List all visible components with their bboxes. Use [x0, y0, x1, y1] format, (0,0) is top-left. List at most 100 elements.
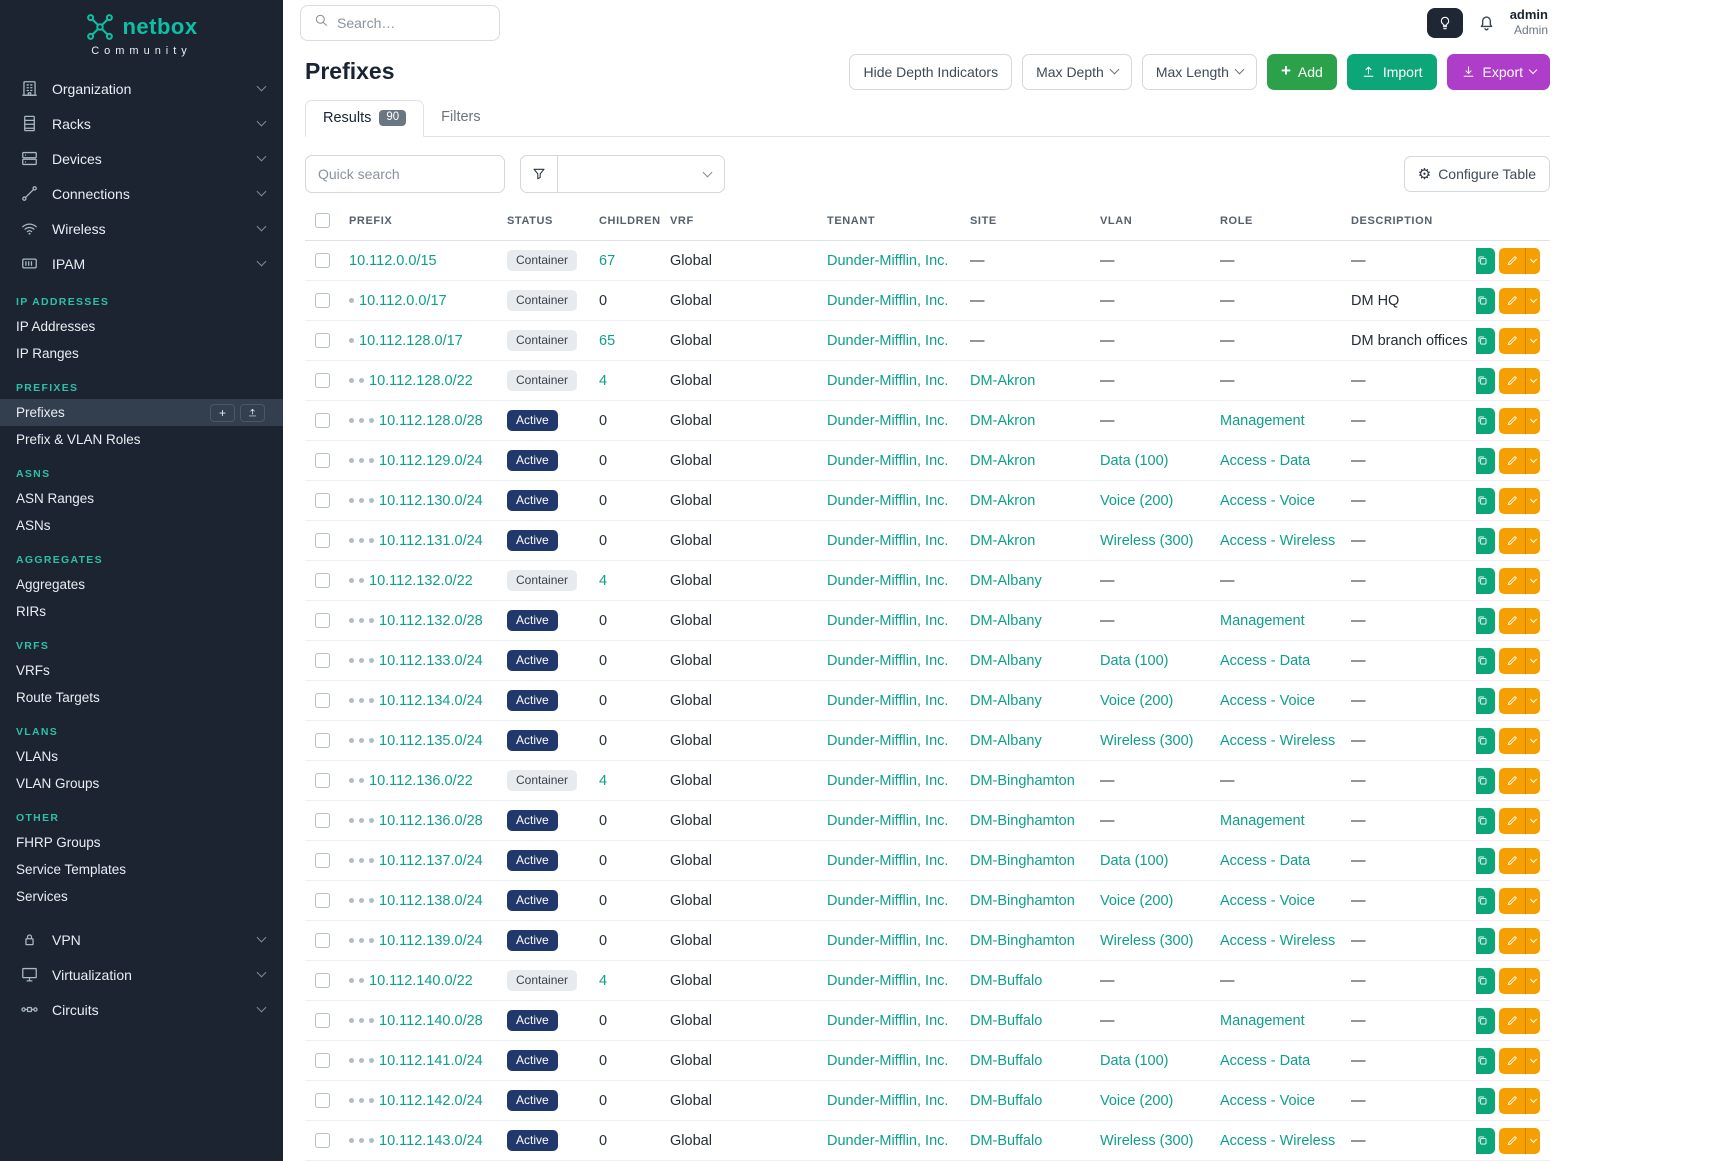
site-link[interactable]: DM-Binghamton	[970, 812, 1075, 829]
tenant-link[interactable]: Dunder-Mifflin, Inc.	[827, 772, 949, 789]
edit-button[interactable]	[1499, 807, 1525, 834]
children-link[interactable]: 65	[599, 332, 616, 349]
tenant-link[interactable]: Dunder-Mifflin, Inc.	[827, 652, 949, 669]
row-checkbox[interactable]	[315, 493, 330, 509]
clone-button[interactable]	[1476, 647, 1495, 674]
site-link[interactable]: DM-Buffalo	[970, 1092, 1043, 1109]
edit-dropdown-toggle[interactable]	[1525, 767, 1540, 794]
row-checkbox[interactable]	[315, 453, 330, 469]
vlan-link[interactable]: Voice (200)	[1100, 492, 1174, 509]
edit-dropdown-toggle[interactable]	[1525, 1087, 1540, 1114]
row-checkbox[interactable]	[315, 1053, 330, 1069]
global-search[interactable]	[300, 4, 500, 41]
prefix-link[interactable]: 10.112.134.0/24	[379, 692, 483, 709]
sidebar-group-virtualization[interactable]: Virtualization	[0, 957, 283, 992]
prefix-link[interactable]: 10.112.142.0/24	[379, 1092, 483, 1109]
site-link[interactable]: DM-Akron	[970, 412, 1036, 429]
clone-button[interactable]	[1476, 567, 1495, 594]
row-checkbox[interactable]	[315, 1093, 330, 1109]
sidebar-group-ipam[interactable]: IPAM	[0, 246, 283, 281]
quick-search-input[interactable]	[305, 155, 505, 193]
prefix-link[interactable]: 10.112.139.0/24	[379, 932, 483, 949]
clone-button[interactable]	[1476, 727, 1495, 754]
site-link[interactable]: DM-Albany	[970, 732, 1042, 749]
edit-button[interactable]	[1499, 927, 1525, 954]
edit-button[interactable]	[1499, 447, 1525, 474]
prefix-link[interactable]: 10.112.143.0/24	[379, 1132, 483, 1149]
role-link[interactable]: Access - Wireless	[1220, 532, 1336, 549]
row-checkbox[interactable]	[315, 693, 330, 709]
row-checkbox[interactable]	[315, 1133, 330, 1149]
tenant-link[interactable]: Dunder-Mifflin, Inc.	[827, 252, 949, 269]
prefix-link[interactable]: 10.112.138.0/24	[379, 892, 483, 909]
tenant-link[interactable]: Dunder-Mifflin, Inc.	[827, 1012, 949, 1029]
clone-button[interactable]	[1476, 1007, 1495, 1034]
edit-dropdown-toggle[interactable]	[1525, 687, 1540, 714]
clone-button[interactable]	[1476, 847, 1495, 874]
sidebar-item-ip-ranges[interactable]: IP Ranges	[0, 340, 283, 367]
edit-dropdown-toggle[interactable]	[1525, 247, 1540, 274]
tenant-link[interactable]: Dunder-Mifflin, Inc.	[827, 572, 949, 589]
select-all-checkbox[interactable]	[315, 213, 330, 228]
row-checkbox[interactable]	[315, 613, 330, 629]
clone-button[interactable]	[1476, 367, 1495, 394]
column-header-prefix[interactable]: Prefix	[339, 207, 497, 241]
hide-depth-indicators-button[interactable]: Hide Depth Indicators	[849, 53, 1013, 90]
edit-dropdown-toggle[interactable]	[1525, 647, 1540, 674]
edit-button[interactable]	[1499, 367, 1525, 394]
site-link[interactable]: DM-Albany	[970, 612, 1042, 629]
vlan-link[interactable]: Data (100)	[1100, 852, 1169, 869]
edit-button[interactable]	[1499, 1127, 1525, 1154]
row-checkbox[interactable]	[315, 253, 330, 269]
site-link[interactable]: DM-Buffalo	[970, 1012, 1043, 1029]
sidebar-item-ip-addresses[interactable]: IP Addresses	[0, 313, 283, 340]
edit-button[interactable]	[1499, 967, 1525, 994]
row-checkbox[interactable]	[315, 773, 330, 789]
edit-dropdown-toggle[interactable]	[1525, 367, 1540, 394]
clone-button[interactable]	[1476, 767, 1495, 794]
edit-dropdown-toggle[interactable]	[1525, 1127, 1540, 1154]
clone-button[interactable]	[1476, 607, 1495, 634]
children-link[interactable]: 4	[599, 572, 608, 589]
import-button[interactable]: Import	[1346, 53, 1437, 90]
prefix-link[interactable]: 10.112.131.0/24	[379, 532, 483, 549]
sidebar-item-rirs[interactable]: RIRs	[0, 598, 283, 625]
edit-dropdown-toggle[interactable]	[1525, 927, 1540, 954]
edit-dropdown-toggle[interactable]	[1525, 847, 1540, 874]
clone-button[interactable]	[1476, 527, 1495, 554]
brand[interactable]: netbox Community	[0, 0, 283, 65]
children-link[interactable]: 67	[599, 252, 616, 269]
vlan-link[interactable]: Data (100)	[1100, 452, 1169, 469]
tenant-link[interactable]: Dunder-Mifflin, Inc.	[827, 892, 949, 909]
role-link[interactable]: Management	[1220, 1012, 1305, 1029]
edit-button[interactable]	[1499, 1007, 1525, 1034]
theme-toggle-button[interactable]	[1426, 7, 1463, 38]
role-link[interactable]: Access - Voice	[1220, 692, 1316, 709]
row-checkbox[interactable]	[315, 893, 330, 909]
tab-filters[interactable]: Filters	[424, 100, 497, 137]
site-link[interactable]: DM-Buffalo	[970, 972, 1043, 989]
sidebar-item-vlan-groups[interactable]: VLAN Groups	[0, 770, 283, 797]
edit-button[interactable]	[1499, 407, 1525, 434]
tenant-link[interactable]: Dunder-Mifflin, Inc.	[827, 612, 949, 629]
global-search-input[interactable]	[337, 14, 487, 31]
prefix-link[interactable]: 10.112.135.0/24	[379, 732, 483, 749]
vlan-link[interactable]: Wireless (300)	[1100, 1132, 1194, 1149]
edit-button[interactable]	[1499, 687, 1525, 714]
tenant-link[interactable]: Dunder-Mifflin, Inc.	[827, 452, 949, 469]
vlan-link[interactable]: Wireless (300)	[1100, 532, 1194, 549]
row-checkbox[interactable]	[315, 653, 330, 669]
sidebar-group-devices[interactable]: Devices	[0, 141, 283, 176]
role-link[interactable]: Access - Data	[1220, 1052, 1311, 1069]
role-link[interactable]: Access - Wireless	[1220, 732, 1336, 749]
vlan-link[interactable]: Wireless (300)	[1100, 732, 1194, 749]
tenant-link[interactable]: Dunder-Mifflin, Inc.	[827, 292, 949, 309]
configure-table-button[interactable]: ⚙ Configure Table	[1403, 156, 1550, 192]
site-link[interactable]: DM-Akron	[970, 492, 1036, 509]
edit-button[interactable]	[1499, 847, 1525, 874]
prefix-link[interactable]: 10.112.129.0/24	[379, 452, 483, 469]
tenant-link[interactable]: Dunder-Mifflin, Inc.	[827, 1132, 949, 1149]
sidebar-item-asn-ranges[interactable]: ASN Ranges	[0, 485, 283, 512]
edit-button[interactable]	[1499, 1047, 1525, 1074]
sidebar-group-racks[interactable]: Racks	[0, 106, 283, 141]
